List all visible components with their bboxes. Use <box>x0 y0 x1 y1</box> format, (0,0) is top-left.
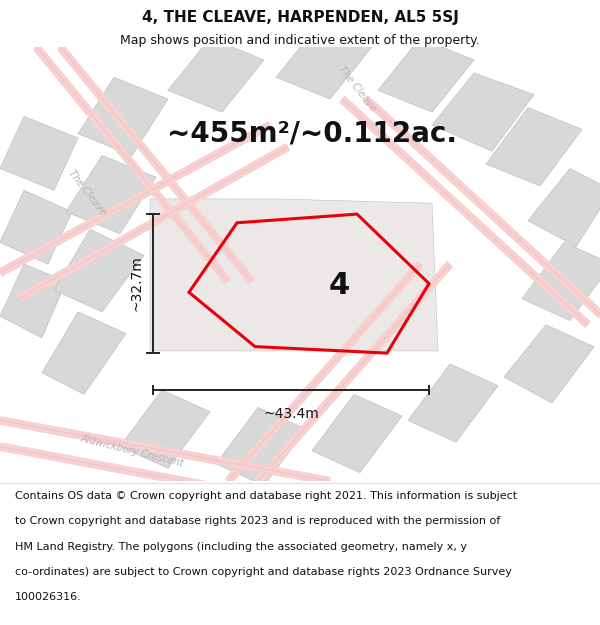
Polygon shape <box>0 116 78 190</box>
Text: to Crown copyright and database rights 2023 and is reproduced with the permissio: to Crown copyright and database rights 2… <box>15 516 500 526</box>
Text: The Cleave: The Cleave <box>336 64 378 112</box>
Polygon shape <box>276 25 372 99</box>
Text: ~43.4m: ~43.4m <box>263 407 319 421</box>
Polygon shape <box>216 408 306 486</box>
Text: Aldwickbury Crescent: Aldwickbury Crescent <box>79 433 185 469</box>
Polygon shape <box>522 242 600 321</box>
Polygon shape <box>486 107 582 186</box>
Text: The Cleave: The Cleave <box>66 168 108 217</box>
Polygon shape <box>54 229 144 312</box>
Text: 4, THE CLEAVE, HARPENDEN, AL5 5SJ: 4, THE CLEAVE, HARPENDEN, AL5 5SJ <box>142 11 458 26</box>
Polygon shape <box>120 390 210 468</box>
Text: 100026316.: 100026316. <box>15 592 82 602</box>
Polygon shape <box>42 312 126 394</box>
Text: ~455m²/~0.112ac.: ~455m²/~0.112ac. <box>167 120 457 148</box>
Polygon shape <box>408 364 498 442</box>
Polygon shape <box>432 73 534 151</box>
Polygon shape <box>0 264 66 338</box>
Text: 4: 4 <box>328 271 350 300</box>
Text: co-ordinates) are subject to Crown copyright and database rights 2023 Ordnance S: co-ordinates) are subject to Crown copyr… <box>15 567 512 577</box>
Polygon shape <box>528 169 600 247</box>
Polygon shape <box>378 38 474 112</box>
Polygon shape <box>504 325 594 403</box>
Polygon shape <box>312 394 402 472</box>
Polygon shape <box>150 199 438 351</box>
Text: Map shows position and indicative extent of the property.: Map shows position and indicative extent… <box>120 34 480 47</box>
Polygon shape <box>0 190 72 264</box>
Polygon shape <box>168 38 264 112</box>
Text: ~32.7m: ~32.7m <box>129 256 143 311</box>
Text: Contains OS data © Crown copyright and database right 2021. This information is : Contains OS data © Crown copyright and d… <box>15 491 517 501</box>
Polygon shape <box>78 78 168 156</box>
Polygon shape <box>66 156 156 234</box>
Text: HM Land Registry. The polygons (including the associated geometry, namely x, y: HM Land Registry. The polygons (includin… <box>15 542 467 552</box>
